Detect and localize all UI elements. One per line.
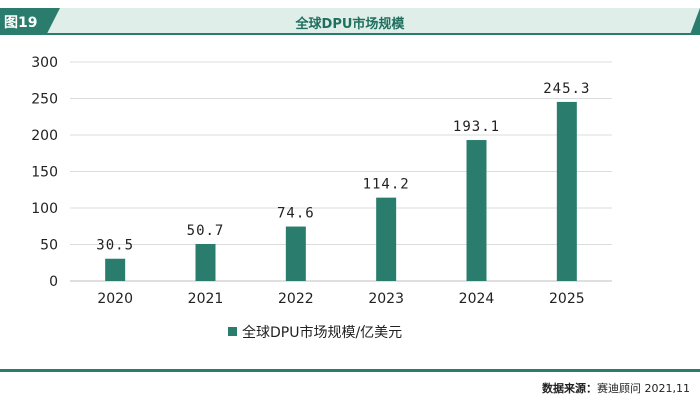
header-underline: [0, 33, 700, 35]
bars: [105, 101, 577, 281]
y-tick-label: 0: [49, 274, 58, 290]
x-axis-ticks: 2020 2021 2022 2023 2024 2025: [97, 291, 584, 307]
source-label: 数据来源：: [542, 382, 598, 395]
y-tick-label: 150: [31, 165, 58, 181]
x-tick-label: 2023: [368, 291, 404, 307]
y-tick-label: 200: [31, 128, 58, 144]
legend-swatch: [228, 327, 237, 336]
figure-header: 图19 全球DPU市场规模: [0, 8, 700, 35]
y-axis-ticks: 0 50 100 150 200 250 300: [31, 55, 58, 290]
bar: [466, 140, 487, 281]
data-labels: 30.5 50.7 74.6 114.2 193.1 245.3: [96, 81, 590, 254]
data-label: 114.2: [363, 177, 410, 193]
y-tick-label: 50: [40, 238, 58, 254]
source-note: 数据来源：赛迪顾问 2021,11: [542, 380, 690, 396]
x-tick-label: 2020: [97, 291, 133, 307]
header-bar: [0, 8, 700, 34]
data-label: 193.1: [453, 119, 500, 135]
legend-label: 全球DPU市场规模/亿美元: [242, 324, 402, 341]
y-tick-label: 250: [31, 92, 58, 108]
bar: [195, 243, 216, 281]
data-label: 245.3: [543, 81, 590, 97]
bar: [556, 101, 577, 281]
data-label: 50.7: [187, 223, 225, 239]
data-label: 30.5: [96, 238, 134, 254]
x-tick-label: 2025: [549, 291, 585, 307]
source-text: 赛迪顾问 2021,11: [597, 382, 690, 395]
x-tick-label: 2024: [459, 291, 495, 307]
y-tick-label: 300: [31, 55, 58, 71]
y-tick-label: 100: [31, 201, 58, 217]
bar: [285, 226, 306, 281]
bar: [105, 258, 126, 281]
x-tick-label: 2021: [188, 291, 224, 307]
bar-chart: 0 50 100 150 200 250 300 30.5 50.7 74.6 114.2 193.…: [31, 55, 612, 341]
figure-label: 图19: [4, 15, 38, 31]
footer-divider: [0, 369, 700, 372]
x-tick-label: 2022: [278, 291, 314, 307]
chart-title: 全球DPU市场规模: [295, 17, 405, 32]
data-label: 74.6: [277, 206, 315, 222]
bar: [376, 197, 397, 281]
legend: 全球DPU市场规模/亿美元: [228, 324, 402, 341]
gridlines: [70, 61, 612, 282]
